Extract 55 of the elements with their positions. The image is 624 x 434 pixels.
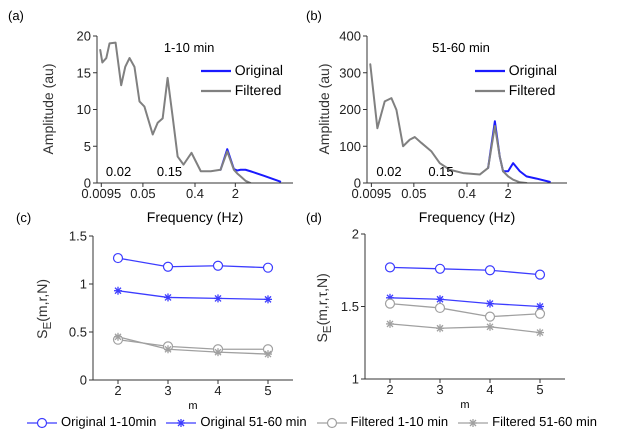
x-tick-label: 5	[536, 382, 544, 398]
x-tick-label: 2	[504, 186, 512, 202]
x-tick-label: 3	[164, 383, 172, 398]
legend-label: Filtered 51-60 min	[491, 414, 597, 429]
y-tick-label: 200	[339, 102, 361, 118]
x-tick-label: 3	[436, 382, 444, 398]
y-axis-title: Amplitude (au)	[316, 62, 332, 154]
x-axis-title: Frequency (Hz)	[146, 209, 244, 225]
y-tick-label: 0.5	[68, 324, 87, 340]
x-axis-title: m	[187, 400, 199, 412]
x-tick-label: 4	[214, 383, 222, 398]
legend-label: Filtered 1-10 min	[350, 414, 448, 429]
y-tick-label: 1.5	[340, 299, 359, 314]
y-tick-label: 2	[352, 226, 359, 242]
x-tick-label: 0.05	[401, 186, 426, 202]
legend-label: Original	[508, 62, 557, 80]
x-tick-label: 0.4	[186, 186, 204, 202]
y-tick-label: 400	[339, 28, 361, 44]
y-tick-label: 5	[84, 138, 91, 154]
y-axis-title: Amplitude (au)	[40, 62, 56, 156]
y-tick-label: 1	[80, 276, 87, 292]
y-tick-label: 1.5	[68, 228, 87, 244]
x-tick-label: 4	[486, 382, 494, 398]
legend-label: Original 1-10min	[60, 414, 156, 429]
annotation: 0.15	[427, 164, 455, 179]
annotation: 51-60 min	[431, 40, 491, 55]
x-tick-label: 5	[264, 383, 272, 398]
annotation: 1-10 min	[162, 40, 216, 55]
y-tick-label: 0	[80, 372, 87, 388]
chart-title: (d)	[306, 210, 322, 225]
x-tick-label: 0.4	[458, 186, 476, 202]
x-tick-label: 0.05	[130, 186, 156, 202]
y-tick-label: 300	[339, 65, 361, 80]
annotation: 0.02	[376, 164, 402, 179]
chart-title: (b)	[306, 8, 322, 23]
y-tick-label: 1	[352, 372, 359, 387]
annotation: 0.15	[156, 164, 184, 179]
x-tick-label: 2	[386, 382, 394, 398]
chart-title: (c)	[16, 210, 32, 225]
x-tick-label: 2	[232, 186, 239, 202]
y-tick-label: 100	[339, 138, 361, 154]
annotation: 0.02	[106, 164, 132, 179]
x-tick-label: 0.0095	[352, 186, 392, 202]
y-tick-label: 20	[76, 28, 91, 44]
x-tick-label: 0.0095	[81, 186, 122, 202]
x-axis-title: m	[459, 399, 471, 411]
x-axis-title: Frequency (Hz)	[418, 209, 516, 225]
y-tick-label: 10	[76, 102, 91, 118]
y-tick-label: 15	[76, 65, 91, 80]
legend-label: Original 51-60 min	[199, 414, 307, 429]
chart-title: (a)	[8, 8, 24, 23]
legend-label: Filtered	[234, 82, 282, 100]
legend-label: Filtered	[508, 82, 556, 100]
x-tick-label: 2	[114, 383, 122, 398]
legend-label: Original	[234, 62, 283, 80]
